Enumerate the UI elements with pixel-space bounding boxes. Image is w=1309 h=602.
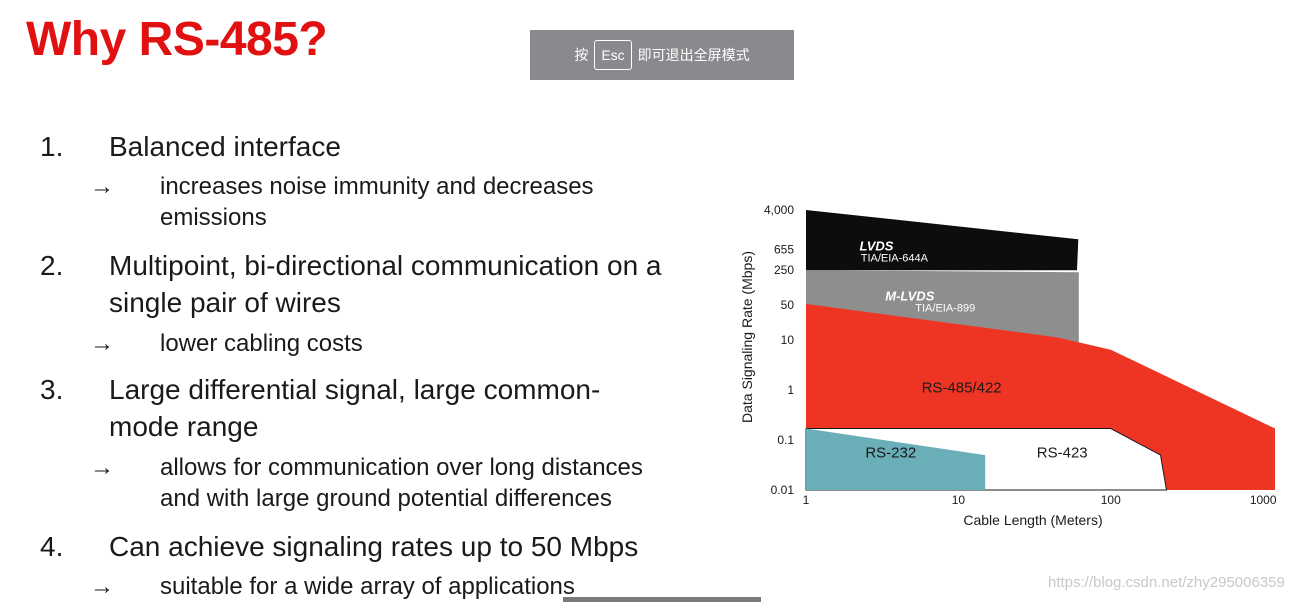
slide-title: Why RS-485? — [26, 13, 328, 66]
item-text: Balanced interface — [109, 131, 341, 162]
x-tick-label: 1 — [803, 493, 810, 507]
chart-axes: 4,000 655 250 50 10 1 0.1 0.01 1 10 100 1000 — [764, 203, 1277, 507]
region-label: LVDS — [859, 238, 893, 253]
sub-text: increases noise immunity and decreases — [160, 173, 594, 200]
sub-point: → suitable for a wide array of applicati… — [40, 571, 730, 602]
y-tick-label: 10 — [781, 333, 795, 347]
y-tick-label: 4,000 — [764, 203, 794, 217]
sub-text: allows for communication over long dista… — [160, 454, 643, 481]
esc-key-badge: Esc — [594, 40, 632, 70]
notice-suffix: 即可退出全屏模式 — [637, 47, 750, 63]
region-rs232 — [806, 428, 986, 490]
chart-regions — [805, 210, 1275, 491]
x-tick-label: 100 — [1101, 493, 1121, 507]
y-tick-label: 1 — [787, 383, 794, 397]
x-tick-label: 10 — [952, 493, 966, 507]
y-tick-label: 0.01 — [771, 483, 795, 497]
y-tick-label: 0.1 — [777, 433, 794, 447]
sub-text: suitable for a wide array of application… — [160, 573, 575, 600]
y-tick-label: 50 — [781, 298, 795, 312]
region-standard-label: TIA/EIA-899 — [915, 303, 975, 315]
region-label: RS-485/422 — [922, 379, 1002, 396]
sub-text: lower cabling costs — [160, 330, 363, 357]
sub-text: and with large ground potential differen… — [160, 485, 612, 512]
arrow-icon: → — [90, 173, 114, 200]
y-tick-label: 655 — [774, 242, 794, 256]
sub-point: → allows for communication over long dis… — [40, 452, 730, 514]
region-label: M-LVDS — [885, 288, 934, 303]
item-text: Large differential signal, large common- — [109, 374, 601, 405]
y-axis-label: Data Signaling Rate (Mbps) — [739, 251, 755, 423]
bottom-bar — [563, 597, 761, 602]
arrow-icon: → — [90, 454, 114, 481]
item-text: single pair of wires — [109, 287, 341, 318]
item-number: 3. — [40, 374, 64, 405]
sub-point: → increases noise immunity and decreases… — [40, 171, 730, 233]
item-text: Can achieve signaling rates up to 50 Mbp… — [109, 531, 639, 562]
item-number: 2. — [40, 250, 64, 281]
item-number: 1. — [40, 131, 64, 162]
item-number: 4. — [40, 531, 64, 562]
sub-point: → lower cabling costs — [40, 328, 730, 359]
watermark: https://blog.csdn.net/zhy295006359 — [1048, 574, 1285, 591]
y-tick-label: 250 — [774, 263, 794, 277]
x-axis-label: Cable Length (Meters) — [963, 512, 1102, 528]
region-standard-label: TIA/EIA-644A — [861, 253, 929, 265]
item-text: mode range — [109, 411, 259, 442]
region-label: RS-232 — [865, 444, 916, 461]
item-text: Multipoint, bi-directional communication… — [109, 250, 662, 281]
arrow-icon: → — [90, 330, 114, 357]
x-tick-label: 1000 — [1250, 493, 1277, 507]
notice-prefix: 按 — [574, 47, 589, 63]
sub-text: emissions — [160, 204, 267, 231]
arrow-icon: → — [90, 573, 114, 600]
region-lvds — [806, 210, 1079, 271]
fullscreen-exit-notice: 按 Esc 即可退出全屏模式 — [530, 30, 794, 80]
region-label: RS-423 — [1037, 444, 1088, 461]
